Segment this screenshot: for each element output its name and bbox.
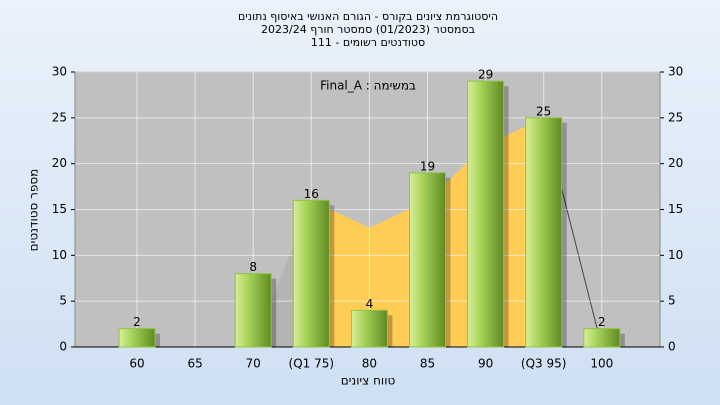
x-tick-label: 70 [246,357,261,371]
x-tick-label: 65 [187,357,202,371]
data-label: 29 [478,68,493,82]
x-tick-label: 90 [478,357,493,371]
y-tick-label: 20 [52,156,67,170]
y-tick-label: 25 [52,110,67,124]
y-tick-label: 15 [52,202,67,216]
y2-tick-label: 10 [668,248,683,262]
x-tick-label: 60 [129,357,144,371]
data-label: 8 [249,260,257,274]
y-tick-label: 30 [52,65,67,79]
data-label: 19 [420,159,435,173]
data-label: 2 [598,315,606,329]
y2-tick-label: 25 [668,110,683,124]
bar [525,117,563,348]
y2-tick-label: 15 [668,202,683,216]
data-label: 16 [304,187,319,201]
bar [583,328,621,348]
y-axis-label: מספר סטודנטים [27,169,41,252]
x-tick-label: 80 [362,357,377,371]
y2-tick-label: 30 [668,65,683,79]
x-tick-label: (Q3 95) [521,357,567,371]
y2-tick-label: 20 [668,156,683,170]
y2-tick-label: 0 [668,340,676,354]
bar [292,199,330,348]
x-tick-label: 100 [590,357,613,371]
x-axis-label: טווח ציונים [341,374,396,388]
bar [234,273,272,348]
bar [467,80,505,348]
bar [118,328,156,348]
bar [409,172,446,348]
chart-title: סטודנטים רשומים - 111 [311,36,425,49]
x-tick-label: (Q1 75) [289,357,335,371]
chart-title: בסמסטר (01/2023) סמסטר חורף 2023/24 [261,23,475,36]
y-tick-label: 0 [59,340,67,354]
data-label: 4 [366,297,374,311]
data-label: 25 [536,104,551,118]
chart-title: היסטוגרמת ציונים בקורס - הגורם האנושי בא… [238,10,498,23]
bar [350,309,388,348]
data-label: 2 [133,315,141,329]
y2-tick-label: 5 [668,294,676,308]
x-tick-label: 85 [420,357,435,371]
y-tick-label: 10 [52,248,67,262]
y-tick-label: 5 [59,294,67,308]
annotation: Final_A : במשימה [320,79,416,93]
